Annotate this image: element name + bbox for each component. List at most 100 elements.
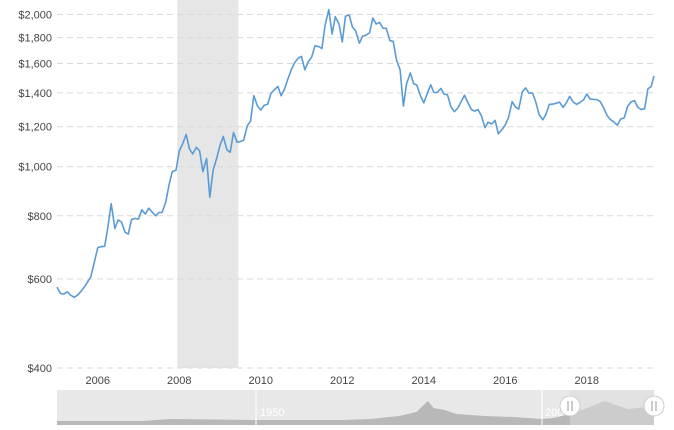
data-point xyxy=(522,91,523,92)
data-point xyxy=(586,94,587,95)
data-point xyxy=(467,102,468,103)
data-point xyxy=(437,92,438,93)
data-point xyxy=(80,291,81,292)
data-point xyxy=(270,93,271,94)
data-point xyxy=(189,148,190,149)
data-point xyxy=(135,218,136,219)
data-point xyxy=(97,247,98,248)
y-axis-labels: $400 $600 $800 $1,000 $1,200 $1,400 $1,600 $1,8… xyxy=(18,9,52,375)
data-point xyxy=(199,150,200,151)
data-point xyxy=(369,32,370,33)
data-point xyxy=(433,92,434,93)
data-point xyxy=(141,209,142,210)
y-tick-label: $400 xyxy=(28,363,52,375)
data-point xyxy=(569,96,570,97)
x-tick-label: 2010 xyxy=(249,375,273,387)
data-point xyxy=(277,86,278,87)
data-point xyxy=(298,58,299,59)
x-tick-label: 2008 xyxy=(167,375,191,387)
navigator-year-label: 200 xyxy=(545,407,563,419)
y-tick-label: $2,000 xyxy=(18,9,52,21)
data-point xyxy=(583,99,584,100)
data-point xyxy=(216,158,217,159)
data-point xyxy=(345,16,346,17)
data-point xyxy=(359,43,360,44)
recession-shading-layer xyxy=(177,0,239,368)
data-point xyxy=(454,111,455,112)
data-point xyxy=(627,106,628,107)
y-tick-label: $1,800 xyxy=(18,33,52,45)
data-point xyxy=(528,93,529,94)
data-point xyxy=(634,100,635,101)
data-point xyxy=(209,197,210,198)
data-point xyxy=(87,281,88,282)
data-point xyxy=(651,86,652,87)
data-point xyxy=(206,158,207,159)
data-point xyxy=(556,103,557,104)
y-tick-label: $1,200 xyxy=(18,122,52,134)
data-point xyxy=(563,107,564,108)
x-tick-label: 2014 xyxy=(412,375,436,387)
data-point xyxy=(447,94,448,95)
data-point xyxy=(311,56,312,57)
data-point xyxy=(257,106,258,107)
data-point xyxy=(477,109,478,110)
data-point xyxy=(325,25,326,26)
navigator-selected-window[interactable] xyxy=(570,390,654,425)
data-point xyxy=(104,246,105,247)
data-point xyxy=(107,226,108,227)
data-point xyxy=(318,46,319,47)
navigator-left-handle[interactable] xyxy=(559,395,581,417)
data-point xyxy=(338,23,339,24)
data-point xyxy=(332,33,333,34)
data-point xyxy=(416,85,417,86)
data-point xyxy=(593,99,594,100)
data-point xyxy=(389,40,390,41)
data-point xyxy=(308,61,309,62)
data-point xyxy=(413,83,414,84)
navigator-right-handle[interactable] xyxy=(643,395,665,417)
data-point xyxy=(420,95,421,96)
data-point xyxy=(148,208,149,209)
data-point xyxy=(175,170,176,171)
recession-band xyxy=(177,0,239,368)
data-point xyxy=(464,95,465,96)
data-point xyxy=(617,125,618,126)
data-point xyxy=(576,104,577,105)
data-point xyxy=(501,129,502,130)
data-point xyxy=(138,219,139,220)
data-point xyxy=(70,294,71,295)
data-point xyxy=(111,203,112,204)
data-point xyxy=(291,69,292,70)
data-point xyxy=(624,117,625,118)
handle-circle[interactable] xyxy=(643,395,665,417)
data-point xyxy=(196,147,197,148)
data-point xyxy=(410,72,411,73)
data-point xyxy=(145,214,146,215)
data-point xyxy=(342,41,343,42)
data-point xyxy=(202,171,203,172)
x-tick-label: 2012 xyxy=(330,375,354,387)
data-point xyxy=(573,102,574,103)
data-point xyxy=(288,78,289,79)
data-point xyxy=(637,107,638,108)
data-point xyxy=(474,111,475,112)
data-point xyxy=(515,107,516,108)
data-point xyxy=(545,114,546,115)
data-point xyxy=(589,98,590,99)
data-point xyxy=(426,94,427,95)
data-point xyxy=(67,291,68,292)
data-point xyxy=(321,48,322,49)
range-navigator[interactable]: 1950 200 xyxy=(57,390,665,425)
data-point xyxy=(301,56,302,57)
x-axis-labels: 2006 2008 2010 2012 2014 2016 2018 xyxy=(86,375,599,387)
data-point xyxy=(250,120,251,121)
data-point xyxy=(63,294,64,295)
navigator-year-label: 1950 xyxy=(260,407,284,419)
data-point xyxy=(647,88,648,89)
handle-circle[interactable] xyxy=(559,395,581,417)
series-layer xyxy=(56,8,655,299)
data-point xyxy=(263,105,264,106)
